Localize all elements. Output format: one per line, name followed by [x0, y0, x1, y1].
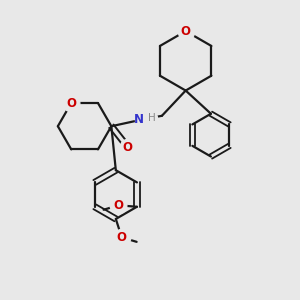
Text: O: O: [113, 199, 124, 212]
Text: O: O: [181, 25, 191, 38]
Text: O: O: [123, 140, 133, 154]
Text: O: O: [117, 231, 127, 244]
Text: O: O: [66, 97, 76, 110]
Text: H: H: [148, 112, 156, 123]
Text: N: N: [134, 113, 144, 127]
